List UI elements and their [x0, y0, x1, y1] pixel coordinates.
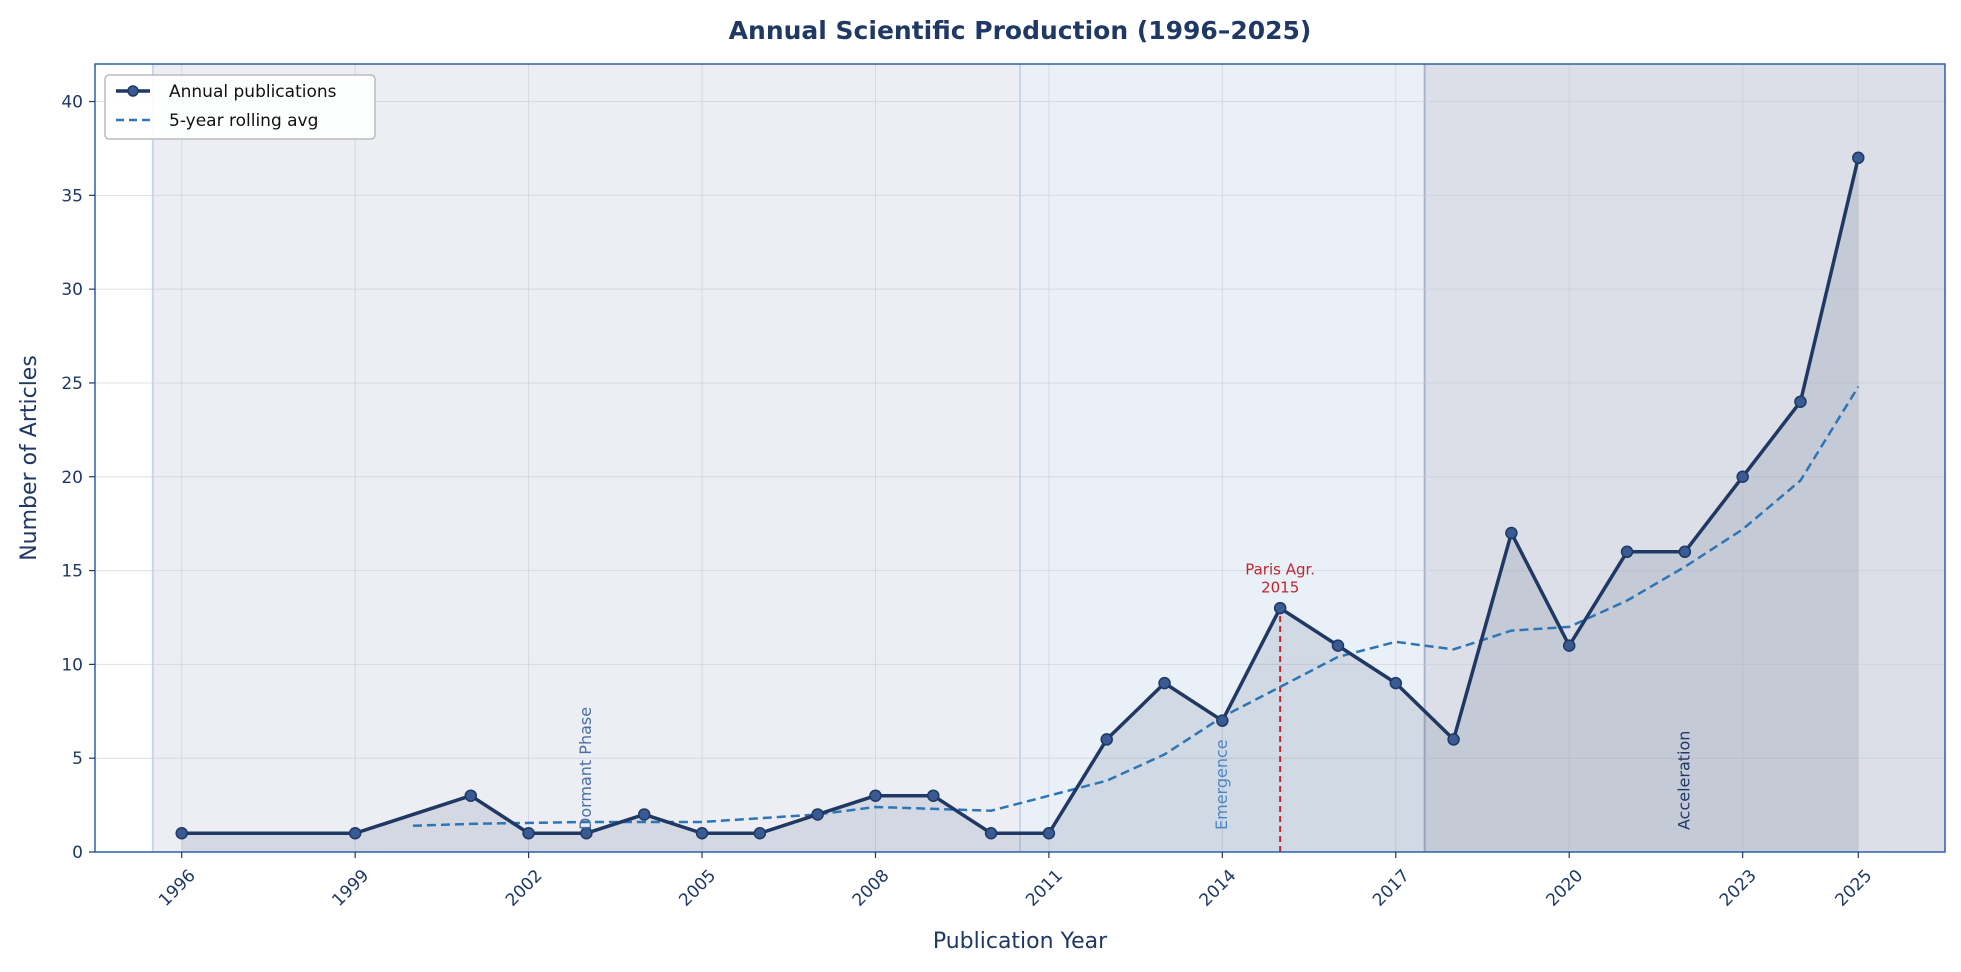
annual-point-2019	[1505, 526, 1518, 540]
chart-title: Annual Scientific Production (1996–2025)	[729, 16, 1312, 45]
annual-point-2002	[522, 826, 535, 840]
legend-label-annual: Annual publications	[169, 82, 337, 102]
annual-point-2022	[1678, 545, 1692, 559]
annual-point-2007	[811, 808, 824, 821]
annual-point-2020	[1562, 639, 1576, 652]
annual-point-2013	[1158, 676, 1171, 690]
y-tick-label-7: 35	[61, 186, 83, 206]
y-tick-label-3: 15	[61, 562, 83, 582]
annual-point-2023	[1736, 470, 1749, 484]
x-tick-label-8: 2020	[1543, 866, 1588, 911]
phase-labels: Dormant Phase Emergence Acceleration	[576, 707, 1693, 830]
x-tick-label-2: 2002	[502, 866, 547, 911]
annual-point-2008	[869, 789, 882, 802]
x-tick-label-5: 2011	[1022, 866, 1067, 911]
rolling-avg-line	[412, 386, 1860, 827]
annual-point-2015	[1273, 601, 1287, 615]
annual-point-1999	[348, 826, 362, 840]
annual-point-2009	[927, 789, 940, 802]
x-tick-label-1: 1999	[328, 866, 373, 911]
x-tick-label-9: 2023	[1716, 866, 1761, 911]
series	[175, 151, 1865, 840]
annual-point-2021	[1620, 545, 1634, 559]
y-tick-label-5: 25	[61, 374, 83, 394]
annual-point-2003	[580, 826, 593, 840]
annual-point-2001	[464, 789, 478, 802]
event-label-line2: 2015	[1261, 578, 1299, 596]
annual-area	[181, 157, 1859, 853]
event-marker: Paris Agr.2015	[1245, 560, 1315, 852]
annual-point-2018	[1447, 733, 1460, 746]
phase-label-0: Dormant Phase	[576, 707, 595, 830]
annual-point-2025	[1852, 151, 1865, 165]
y-tick-label-4: 20	[61, 468, 83, 488]
x-tick-label-3: 2005	[675, 866, 720, 911]
legend-label-rolling: 5-year rolling avg	[169, 111, 318, 131]
annual-point-2011	[1042, 826, 1056, 840]
annual-point-2010	[984, 826, 998, 840]
legend-marker-annual	[127, 85, 139, 97]
annual-point-2006	[753, 826, 767, 840]
x-tick-label-0: 1996	[155, 866, 200, 911]
legend-box	[104, 74, 376, 140]
annual-point-1996	[175, 826, 188, 840]
phase-label-1: Emergence	[1212, 739, 1231, 830]
y-tick-label-2: 10	[61, 655, 83, 675]
x-axis-label: Publication Year	[933, 929, 1108, 954]
x-tick-label-6: 2014	[1196, 866, 1241, 911]
y-axis-label: Number of Articles	[17, 355, 42, 561]
phase-label-2: Acceleration	[1674, 731, 1693, 830]
y-tick-label-1: 5	[72, 749, 83, 769]
y-tick-label-8: 40	[61, 93, 83, 113]
annual-point-2024	[1794, 395, 1807, 408]
area-fill	[181, 157, 1859, 853]
annual-point-2016	[1331, 639, 1345, 652]
event-label-line1: Paris Agr.	[1245, 560, 1315, 578]
annual-point-2005	[695, 826, 709, 840]
y-tick-label-0: 0	[72, 843, 83, 863]
annual-point-2017	[1389, 676, 1403, 690]
y-tick-label-6: 30	[61, 280, 83, 300]
x-tick-label-4: 2008	[849, 866, 894, 911]
annual-point-2014	[1216, 714, 1229, 727]
annual-point-2004	[637, 808, 651, 821]
annual-point-2012	[1100, 733, 1113, 746]
legend: Annual publications 5-year rolling avg	[104, 74, 376, 140]
x-tick-label-10: 2025	[1832, 866, 1877, 911]
x-tick-label-7: 2017	[1369, 866, 1414, 911]
plot-frame	[94, 63, 1946, 853]
